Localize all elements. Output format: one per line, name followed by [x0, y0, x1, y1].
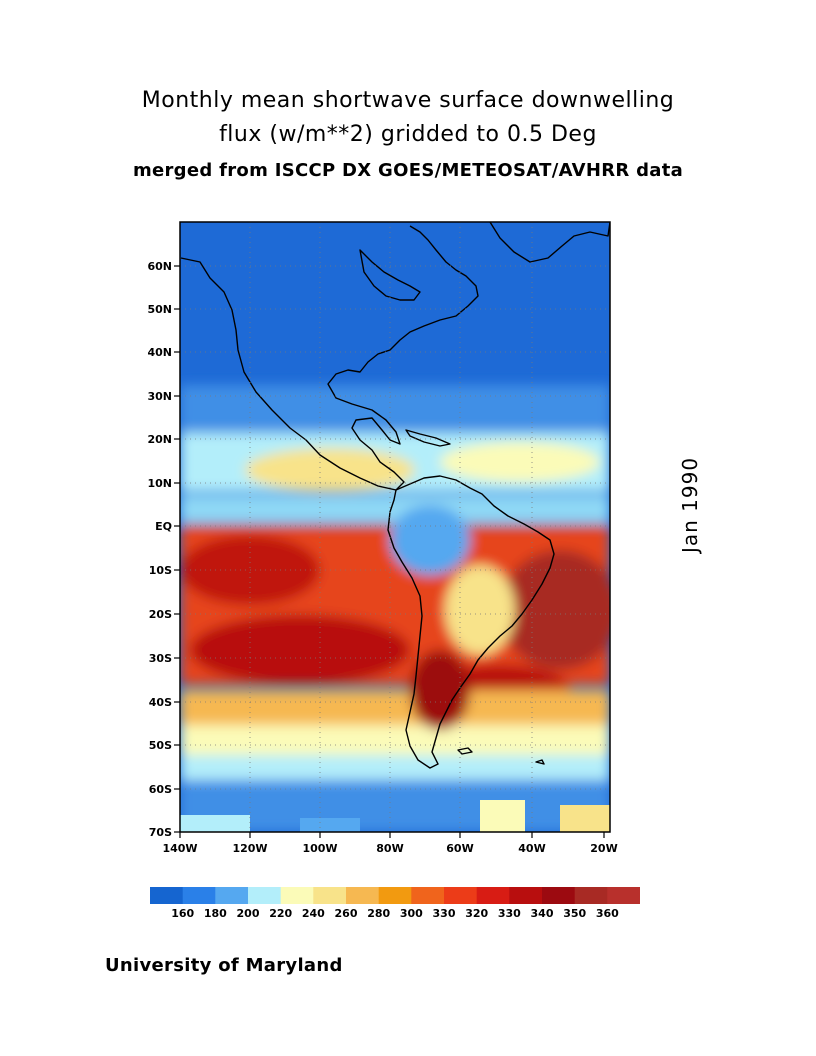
lat-label-30n: 30N	[147, 390, 172, 403]
field-block	[180, 815, 250, 832]
title-line-1: Monthly mean shortwave surface downwelli…	[141, 88, 675, 113]
colorbar-swatch	[346, 887, 379, 904]
lat-label-40n: 40N	[147, 346, 172, 359]
date-label: Jan 1990	[678, 456, 702, 554]
colorbar-label: 180	[204, 907, 227, 920]
latitude-ticks	[174, 265, 180, 833]
colorbar-label: 300	[400, 907, 423, 920]
field-blob-argentina	[410, 650, 470, 730]
field-blob-atlantic-yellow	[440, 442, 600, 482]
colorbar-label: 220	[269, 907, 292, 920]
lat-label-20n: 20N	[147, 433, 172, 446]
lat-label-60s: 60S	[149, 783, 172, 796]
lat-label-50s: 50S	[149, 739, 172, 752]
colorbar-swatches	[150, 887, 640, 904]
lat-label-10n: 10N	[147, 477, 172, 490]
colorbar-label: 330	[498, 907, 521, 920]
field-blob-atlantic-dark	[500, 550, 610, 670]
colorbar-label: 360	[596, 907, 619, 920]
field-block	[560, 805, 610, 832]
colorbar-swatch	[280, 887, 314, 904]
colorbar-swatch	[476, 887, 510, 904]
lat-label-20s: 20S	[149, 608, 172, 621]
field-band-itcz	[180, 495, 610, 523]
colorbar-swatch	[313, 887, 347, 904]
colorbar-swatch	[215, 887, 249, 904]
colorbar-swatch	[542, 887, 575, 904]
map-frame	[179, 221, 611, 833]
lat-label-eq: EQ	[155, 520, 172, 533]
graticule	[180, 222, 610, 832]
colorbar-label: 330	[433, 907, 456, 920]
colorbar-swatch	[182, 887, 216, 904]
colorbar-swatch	[378, 887, 412, 904]
colorbar-label: 280	[367, 907, 390, 920]
lon-label-120w: 120W	[232, 842, 267, 855]
colorbar-swatch	[509, 887, 543, 904]
field-block	[480, 800, 525, 832]
map-plot	[180, 222, 610, 832]
coastlines	[180, 222, 610, 769]
field-block	[300, 818, 360, 832]
colorbar-swatch	[574, 887, 608, 904]
field-blob-pacific-red-2	[190, 615, 410, 685]
latitude-axis: 60N 50N 40N 30N 20N 10N EQ 10S 20S 30S 4…	[147, 260, 180, 839]
coastline-south-georgia	[535, 759, 545, 765]
colorbar-swatch	[444, 887, 477, 904]
field-blob-brazil-interior	[445, 565, 515, 655]
field-band-s-cyan	[180, 755, 610, 780]
colorbar-label: 350	[563, 907, 586, 920]
colorbar-label: 320	[465, 907, 488, 920]
lat-label-70s: 70S	[149, 826, 172, 839]
coastline-hudson-bay	[359, 249, 421, 301]
lon-label-80w: 80W	[376, 842, 403, 855]
flux-field	[180, 385, 610, 832]
lon-label-100w: 100W	[302, 842, 337, 855]
colorbar-label: 340	[531, 907, 554, 920]
lat-label-60n: 60N	[147, 260, 172, 273]
lon-label-40w: 40W	[518, 842, 545, 855]
coastline-north-america	[180, 225, 479, 491]
field-band-s-midlat-orange	[180, 690, 610, 730]
lat-label-10s: 10S	[149, 564, 172, 577]
coastline-falklands	[457, 747, 473, 755]
title-line-2: flux (w/m**2) gridded to 0.5 Deg	[219, 122, 597, 147]
colorbar: 160 180 200 220 240 260 280 300 330 320 …	[150, 887, 640, 920]
lon-label-60w: 60W	[446, 842, 473, 855]
colorbar-swatch	[248, 887, 281, 904]
colorbar-label: 160	[171, 907, 194, 920]
coastline-greenland	[489, 222, 610, 263]
longitude-ticks	[179, 832, 605, 838]
field-band-s-midlat-yellow	[180, 725, 610, 755]
title-line-3: merged from ISCCP DX GOES/METEOSAT/AVHRR…	[132, 160, 684, 181]
field-blob-pacific-yellow	[245, 448, 415, 492]
colorbar-label: 200	[237, 907, 260, 920]
lat-label-50n: 50N	[147, 303, 172, 316]
colorbar-swatch	[411, 887, 445, 904]
colorbar-label: 260	[335, 907, 358, 920]
colorbar-swatch	[150, 887, 183, 904]
lat-label-30s: 30S	[149, 652, 172, 665]
coastline-cuba	[405, 429, 451, 447]
colorbar-label: 240	[302, 907, 325, 920]
lon-label-140w: 140W	[162, 842, 197, 855]
lat-label-40s: 40S	[149, 696, 172, 709]
colorbar-labels: 160 180 200 220 240 260 280 300 330 320 …	[171, 907, 619, 920]
field-blocks-south	[180, 800, 610, 832]
field-blob-amazon	[390, 505, 470, 575]
colorbar-swatch	[607, 887, 640, 904]
field-band-n-subtropic	[180, 385, 610, 430]
coastline-south-america	[387, 475, 555, 769]
longitude-axis: 140W 120W 100W 80W 60W 40W 20W	[162, 832, 618, 855]
lon-label-20w: 20W	[590, 842, 617, 855]
footer-credit: University of Maryland	[105, 955, 343, 976]
